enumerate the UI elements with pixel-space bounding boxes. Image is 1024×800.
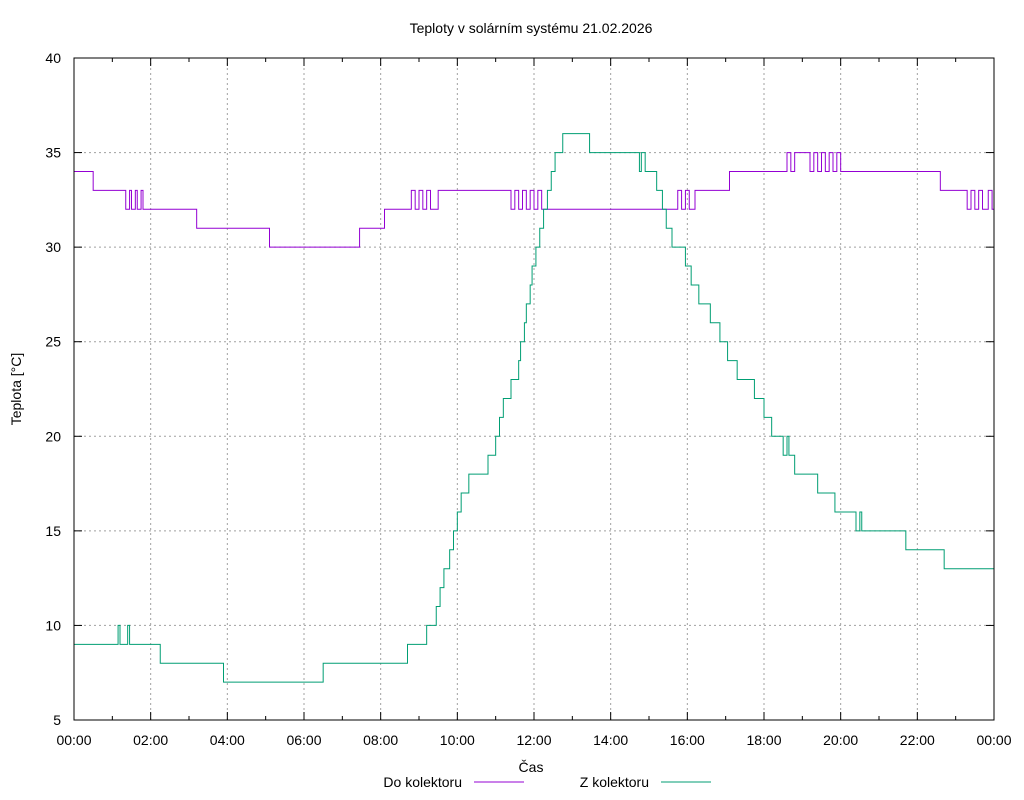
legend-label: Do kolektoru: [383, 774, 462, 790]
x-tick-label: 18:00: [746, 732, 781, 748]
x-tick-label: 16:00: [670, 732, 705, 748]
x-tick-label: 06:00: [286, 732, 321, 748]
legend-label: Z kolektoru: [580, 774, 649, 790]
grid: [74, 58, 994, 720]
x-tick-label: 02:00: [133, 732, 168, 748]
y-tick-label: 5: [53, 712, 61, 728]
y-tick-label: 35: [45, 145, 61, 161]
x-tick-label: 04:00: [210, 732, 245, 748]
x-tick-label: 00:00: [976, 732, 1011, 748]
series-line-z-kolektoru: [74, 133, 994, 683]
x-tick-label: 00:00: [56, 732, 91, 748]
x-tick-label: 22:00: [900, 732, 935, 748]
x-tick-label: 10:00: [440, 732, 475, 748]
x-tick-label: 20:00: [823, 732, 858, 748]
series-layer: [74, 133, 994, 683]
y-tick-label: 15: [45, 523, 61, 539]
y-axis-label: Teplota [°C]: [8, 353, 24, 426]
y-tick-label: 40: [45, 50, 61, 66]
series-line-do-kolektoru: [74, 152, 994, 248]
x-tick-label: 14:00: [593, 732, 628, 748]
x-tick-label: 08:00: [363, 732, 398, 748]
x-tick-label: 12:00: [516, 732, 551, 748]
chart-title: Teploty v solárním systému 21.02.2026: [410, 20, 653, 36]
x-axis-label: Čas: [519, 759, 544, 775]
legend: Do kolektoru Z kolektoru: [383, 774, 711, 790]
y-tick-label: 30: [45, 239, 61, 255]
y-tick-label: 25: [45, 334, 61, 350]
y-tick-label: 10: [45, 617, 61, 633]
ticks: 5 10 15 20 25 30 35 40 00:00 02:00 04:00 06:00 08:00…: [45, 50, 1011, 748]
y-tick-label: 20: [45, 428, 61, 444]
